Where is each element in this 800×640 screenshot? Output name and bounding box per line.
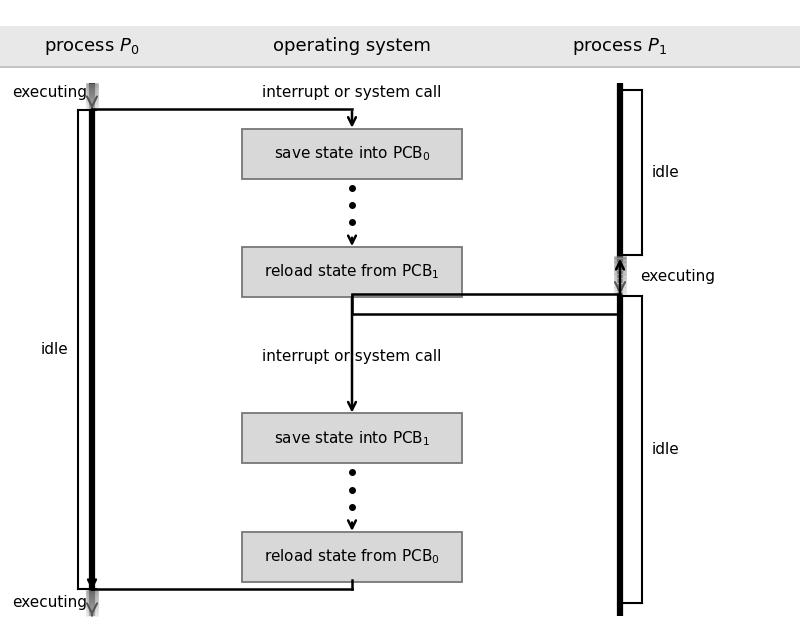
FancyBboxPatch shape: [242, 532, 462, 582]
FancyBboxPatch shape: [242, 413, 462, 463]
Text: executing: executing: [12, 595, 87, 611]
Text: save state into PCB$_1$: save state into PCB$_1$: [274, 429, 430, 448]
Text: interrupt or system call: interrupt or system call: [262, 349, 442, 364]
Text: process $P_1$: process $P_1$: [573, 36, 667, 57]
Text: interrupt or system call: interrupt or system call: [262, 85, 442, 100]
Text: save state into PCB$_0$: save state into PCB$_0$: [274, 144, 430, 163]
Text: idle: idle: [651, 442, 679, 457]
Text: idle: idle: [651, 164, 679, 180]
FancyBboxPatch shape: [242, 247, 462, 297]
Text: idle: idle: [41, 342, 69, 357]
FancyBboxPatch shape: [0, 26, 800, 67]
Text: process $P_0$: process $P_0$: [44, 36, 140, 57]
FancyBboxPatch shape: [242, 129, 462, 179]
Text: operating system: operating system: [273, 37, 431, 56]
Text: executing: executing: [12, 85, 87, 100]
Text: reload state from PCB$_0$: reload state from PCB$_0$: [264, 547, 440, 566]
Text: reload state from PCB$_1$: reload state from PCB$_1$: [264, 262, 440, 282]
Text: executing: executing: [640, 269, 715, 284]
